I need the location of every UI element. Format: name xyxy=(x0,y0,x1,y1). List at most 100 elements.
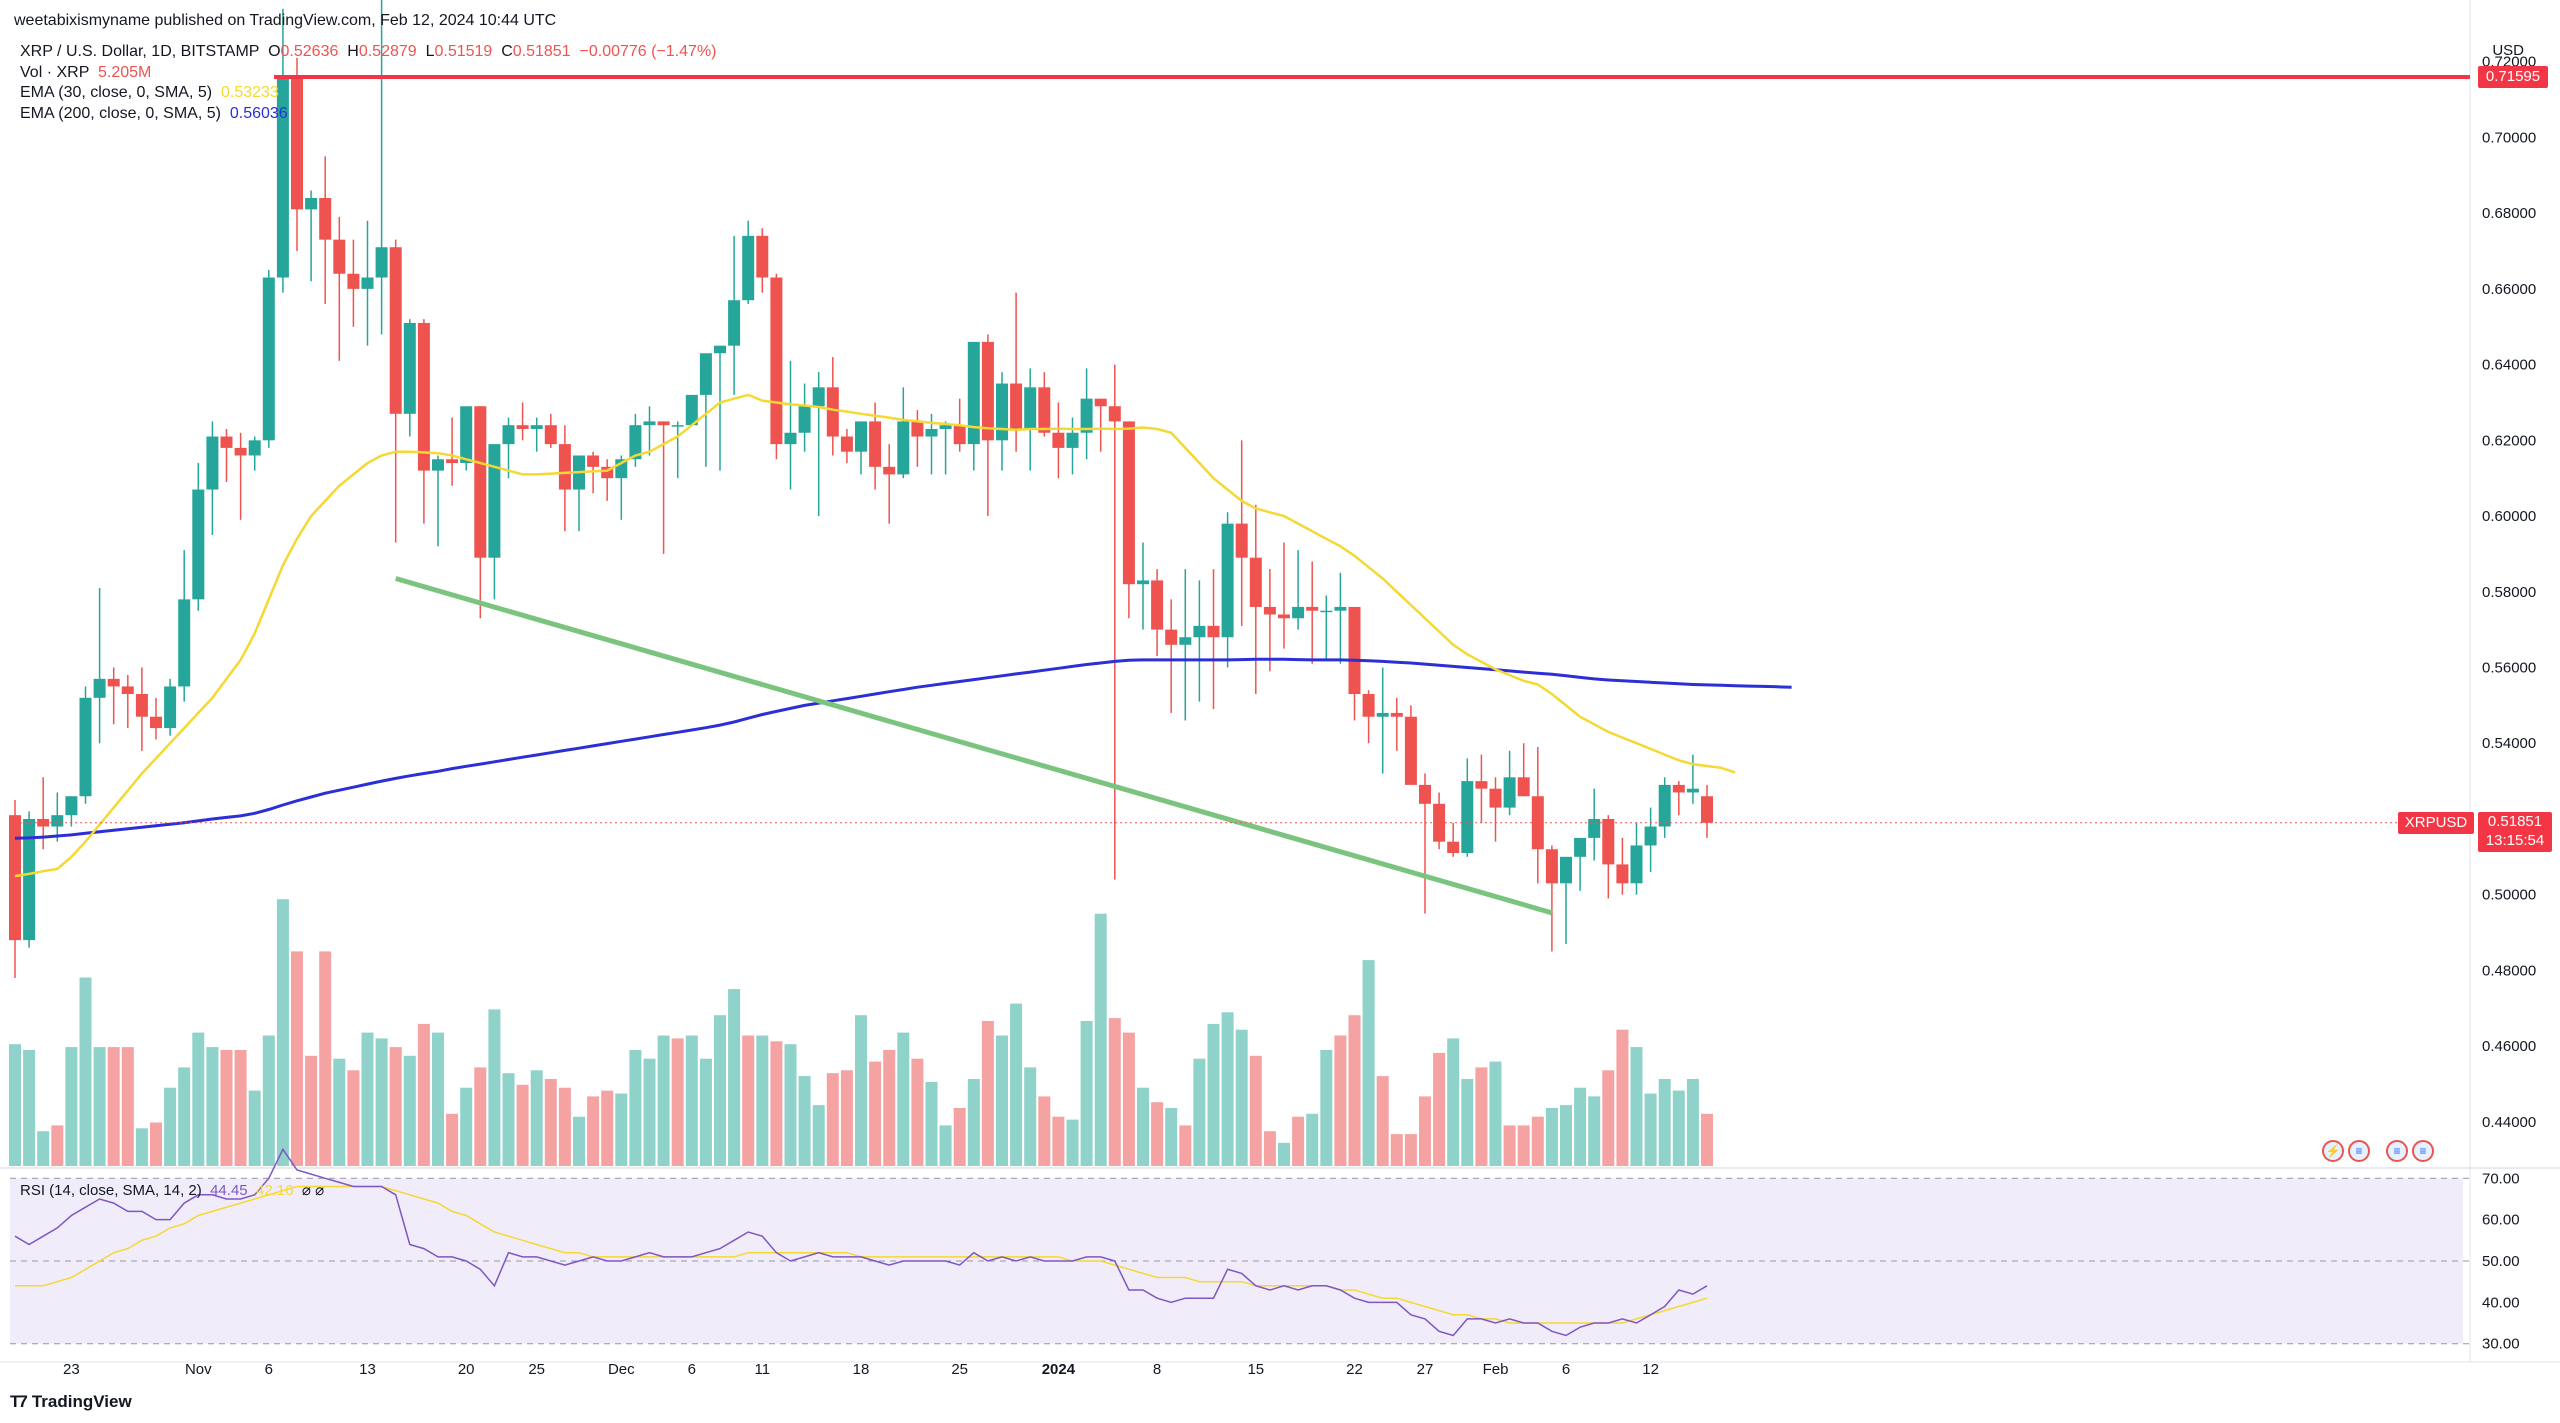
volume-bar xyxy=(1362,960,1375,1166)
candle-body xyxy=(1334,606,1347,611)
candles xyxy=(9,0,1713,978)
candle xyxy=(756,228,769,293)
volume-bar xyxy=(502,1073,515,1166)
candle-body xyxy=(1207,625,1220,638)
candle-body xyxy=(883,466,896,475)
candle-body xyxy=(657,421,670,426)
candle-body xyxy=(981,341,994,441)
volume-bar xyxy=(65,1047,78,1166)
candle-body xyxy=(1320,610,1333,613)
volume-bar xyxy=(996,1035,1008,1166)
candle-body xyxy=(1686,788,1699,793)
candle xyxy=(1221,512,1234,668)
candle xyxy=(1306,561,1319,664)
ema200-label[interactable]: EMA (200, close, 0, SMA, 5) xyxy=(20,104,221,122)
candle xyxy=(1447,822,1460,857)
candle-body xyxy=(1644,826,1657,846)
candle xyxy=(1292,550,1305,630)
volume-bar xyxy=(389,1047,402,1166)
candle-body xyxy=(1052,432,1065,448)
volume-bar xyxy=(1235,1029,1248,1166)
symbol-title[interactable]: XRP / U.S. Dollar, 1D, BITSTAMP xyxy=(20,43,260,60)
rsi-label[interactable]: RSI (14, close, SMA, 14, 2) xyxy=(20,1182,202,1199)
hidden-icon[interactable]: ⌀ xyxy=(301,1182,311,1199)
published-line: weetabixismyname published on TradingVie… xyxy=(14,12,556,30)
volume-bar xyxy=(798,1076,811,1166)
price-tick-label: 0.56000 xyxy=(2482,660,2536,677)
volume-bar xyxy=(1376,1076,1389,1166)
ema30-label[interactable]: EMA (30, close, 0, SMA, 5) xyxy=(20,84,213,101)
candle xyxy=(192,463,205,611)
candle xyxy=(939,421,952,475)
volume-bar xyxy=(1066,1119,1079,1166)
lightning-icon[interactable]: ⚡ xyxy=(2322,1140,2344,1162)
candle-body xyxy=(953,425,966,445)
candle xyxy=(883,444,896,524)
price-tick-label: 0.46000 xyxy=(2482,1038,2536,1055)
volume-bar xyxy=(150,1122,162,1166)
candle xyxy=(150,697,162,740)
candle xyxy=(178,550,191,702)
date-tick-label: 11 xyxy=(755,1361,771,1378)
symbol-row: XRP / U.S. Dollar, 1D, BITSTAMP O0.52636… xyxy=(20,42,717,63)
hidden-icon[interactable]: ⌀ xyxy=(315,1182,325,1199)
candle-body xyxy=(1137,580,1149,585)
volume-bar xyxy=(164,1087,177,1166)
candle xyxy=(996,372,1008,471)
candle xyxy=(1602,815,1615,899)
volume-bar xyxy=(587,1096,600,1166)
candle xyxy=(1108,364,1121,880)
volume-bar xyxy=(417,1023,430,1166)
tradingview-icon: T7 xyxy=(10,1392,28,1411)
tradingview-logo[interactable]: T7 TradingView xyxy=(10,1392,132,1412)
candle xyxy=(502,417,515,479)
candle xyxy=(1588,788,1601,861)
volume-bar xyxy=(248,1090,261,1166)
candle xyxy=(121,675,134,729)
candle xyxy=(1038,372,1051,437)
candle-body xyxy=(1151,580,1164,630)
volume-bar xyxy=(276,899,289,1166)
candle-body xyxy=(502,425,515,445)
volume-bar xyxy=(305,1055,318,1166)
volume-bar xyxy=(93,1047,106,1166)
volume-bar xyxy=(981,1021,994,1166)
candle xyxy=(1644,807,1657,872)
volume-bar xyxy=(1588,1096,1601,1166)
rsi-tick-label: 40.00 xyxy=(2482,1294,2520,1311)
candle xyxy=(248,436,261,471)
us-flag-icon[interactable]: ≡ xyxy=(2348,1140,2370,1162)
volume-bar xyxy=(685,1035,698,1166)
date-tick-label: 15 xyxy=(1247,1361,1264,1378)
price-tick-label: 0.48000 xyxy=(2482,962,2536,979)
volume-bar xyxy=(1503,1125,1516,1166)
volume-bar xyxy=(1010,1003,1023,1166)
candle xyxy=(417,319,430,524)
candle xyxy=(728,235,741,395)
candle xyxy=(1249,504,1262,695)
volume-bar xyxy=(742,1035,755,1166)
price-tick-label: 0.66000 xyxy=(2482,281,2536,298)
candle xyxy=(107,667,120,725)
open-value: 0.52636 xyxy=(280,43,339,60)
us-flag-icon[interactable]: ≡ xyxy=(2412,1140,2434,1162)
volume-bar xyxy=(1108,1018,1121,1166)
currency-label[interactable]: USD xyxy=(2492,42,2524,59)
volume-bar xyxy=(516,1084,529,1166)
candle xyxy=(135,667,148,751)
candle xyxy=(714,345,726,471)
candle xyxy=(389,239,402,543)
candle-body xyxy=(192,489,205,600)
date-tick-label: 23 xyxy=(63,1361,80,1378)
candle xyxy=(1179,569,1192,721)
volume-bar xyxy=(643,1058,656,1166)
rsi-pane: 70.00 60.00 50.00 40.00 30.00 xyxy=(10,1147,2520,1353)
volume-bar xyxy=(1137,1087,1149,1166)
event-badges-group-1: ⚡ ≡ xyxy=(2322,1140,2370,1162)
candle-body xyxy=(1038,387,1051,433)
us-flag-icon[interactable]: ≡ xyxy=(2386,1140,2408,1162)
volume-bar xyxy=(1630,1047,1643,1166)
volume-bar xyxy=(1672,1090,1685,1166)
volume-label[interactable]: Vol · XRP xyxy=(20,63,90,81)
